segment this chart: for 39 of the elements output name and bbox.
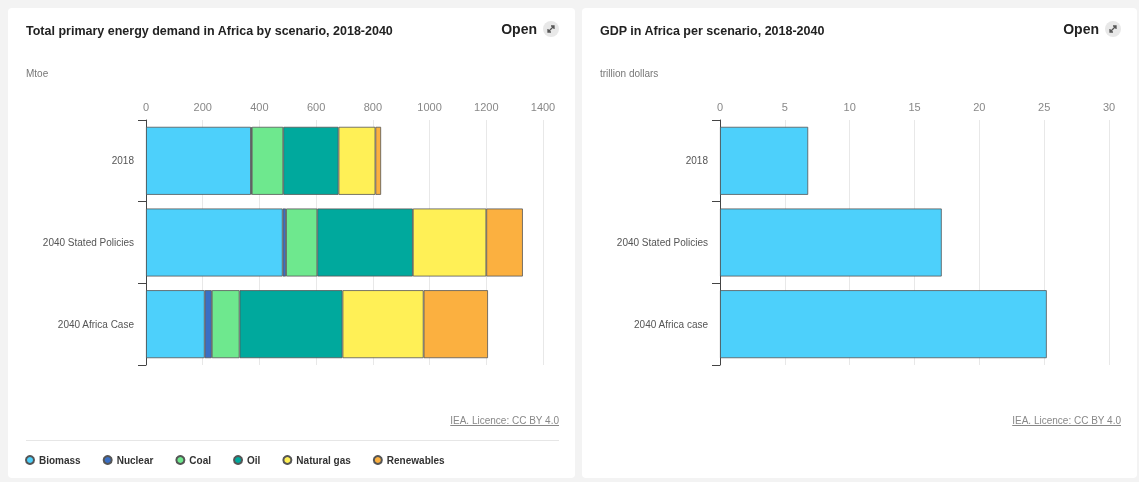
chart-title: GDP in Africa per scenario, 2018-2040 <box>600 24 825 38</box>
bar <box>720 126 809 195</box>
y-tick-label: 2018 <box>111 155 135 167</box>
bar <box>720 208 942 277</box>
x-tick-label: 1400 <box>530 100 556 113</box>
x-tick-label: 400 <box>250 100 269 113</box>
bar <box>720 290 1047 359</box>
chart-title: Total primary energy demand in Africa by scenario, 2018-2040 <box>26 24 393 38</box>
x-tick-label: 15 <box>908 100 921 113</box>
text: Open <box>501 21 537 37</box>
x-tick-label: 200 <box>193 100 212 113</box>
x-tick-label: 0 <box>716 100 724 113</box>
x-tick-label: 800 <box>363 100 383 113</box>
x-tick-label: 20 <box>973 100 986 113</box>
x-tick-label: 0 <box>142 100 150 113</box>
legend-label: Natural gas <box>296 454 352 466</box>
y-tick-label: 2018 <box>685 155 709 167</box>
x-tick-label: 5 <box>781 100 788 113</box>
legend-label: Biomass <box>39 454 82 466</box>
text: IEA. Licence: CC BY 4.0 <box>1012 415 1121 426</box>
x-tick-label: 10 <box>843 100 856 113</box>
legend-label: Nuclear <box>116 454 154 466</box>
y-tick-label: 2040 Africa Case <box>57 318 135 330</box>
y-tick-label: 2040 Stated Policies <box>616 237 708 248</box>
x-tick-label: 1200 <box>474 100 499 113</box>
y-tick-label: 2040 Stated Policies <box>42 237 134 248</box>
x-tick-label: 25 <box>1038 100 1051 113</box>
x-axis-title: trillion dollars <box>600 68 659 79</box>
legend-label: Renewables <box>386 454 446 466</box>
x-tick-label: 30 <box>1102 100 1116 113</box>
bar <box>146 208 283 277</box>
x-tick-label: 1000 <box>417 100 442 113</box>
text: IEA. Licence: CC BY 4.0 <box>450 415 559 426</box>
text: Open <box>1063 21 1099 37</box>
y-tick-label: 2040 Africa case <box>634 318 709 330</box>
legend-label: Coal <box>189 454 212 466</box>
legend-label: Oil <box>247 454 261 466</box>
x-tick-label: 600 <box>306 100 326 113</box>
x-axis-title: Mtoe <box>26 68 49 79</box>
